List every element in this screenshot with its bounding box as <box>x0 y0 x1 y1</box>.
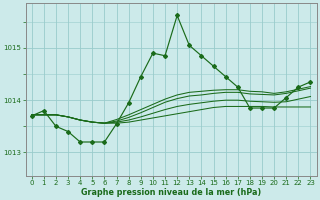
X-axis label: Graphe pression niveau de la mer (hPa): Graphe pression niveau de la mer (hPa) <box>81 188 261 197</box>
